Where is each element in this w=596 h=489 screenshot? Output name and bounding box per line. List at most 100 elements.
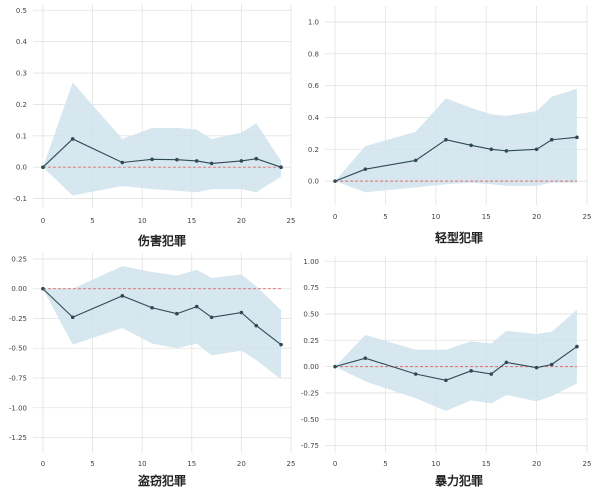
confidence-band — [42, 266, 282, 380]
data-point — [444, 137, 448, 142]
confidence-band — [335, 309, 577, 411]
data-point — [239, 159, 244, 163]
x-tick-label: 20 — [532, 213, 541, 221]
data-point — [194, 159, 199, 163]
x-tick-label: 20 — [237, 460, 246, 468]
y-tick-label: 0.4 — [308, 114, 320, 122]
data-point — [150, 157, 154, 162]
y-tick-label: 0.3 — [16, 70, 27, 78]
data-point — [175, 157, 179, 162]
y-tick-label: -0.25 — [301, 389, 319, 397]
x-tick-label: 5 — [90, 460, 94, 468]
x-tick-label: 0 — [333, 460, 337, 468]
data-point — [333, 179, 337, 183]
data-point — [150, 305, 154, 310]
x-tick-label: 10 — [431, 213, 440, 221]
y-tick-label: 1.00 — [303, 258, 319, 266]
x-tick-label: 25 — [287, 217, 296, 225]
confidence-band — [42, 82, 282, 196]
x-tick-label: 5 — [383, 213, 387, 221]
x-tick-label: 25 — [583, 213, 592, 221]
data-point — [194, 304, 199, 309]
data-point — [41, 165, 45, 169]
data-point — [549, 362, 554, 367]
x-tick-label: 0 — [333, 213, 337, 221]
y-tick-label: 0.75 — [303, 284, 319, 292]
y-tick-label: -0.50 — [9, 345, 27, 353]
data-point — [120, 294, 125, 298]
panel-top-left: 伤害犯罪 0 5 10 15 20 25 -0.1 0.0 0.1 0.2 0.3 0.4 0.5 — [13, 4, 295, 248]
y-tick-label: 0.6 — [308, 82, 320, 90]
y-tick-label: 0.50 — [303, 310, 319, 318]
data-point — [70, 137, 75, 141]
x-tick-label: 10 — [138, 460, 147, 468]
panel-top-right: 轻型犯罪 0 5 10 15 20 25 0.0 0.2 0.4 0.6 0.8 1.0 — [308, 6, 592, 245]
data-point — [279, 165, 283, 169]
data-point — [575, 135, 579, 140]
y-tick-label: -0.50 — [301, 416, 319, 424]
y-tick-label: 0.25 — [11, 255, 27, 263]
panel-bottom-right: 暴力犯罪 0 5 10 15 20 25 -0.75 -0.50 -0.25 0.00 0.25 0.… — [301, 256, 592, 488]
panel-title: 暴力犯罪 — [434, 473, 483, 488]
y-tick-label: -0.1 — [13, 195, 27, 203]
x-tick-label: 15 — [187, 217, 196, 225]
data-point — [489, 372, 494, 376]
y-tick-label: 0.00 — [11, 285, 27, 293]
series-line — [42, 288, 282, 346]
x-tick-label: 0 — [41, 217, 45, 225]
x-tick-label: 25 — [583, 460, 592, 468]
y-tick-label: 0.0 — [16, 164, 27, 172]
data-point — [469, 369, 473, 373]
x-tick-label: 15 — [482, 213, 491, 221]
data-point — [575, 344, 579, 349]
data-point — [254, 156, 259, 161]
data-point — [70, 315, 75, 320]
x-tick-label: 20 — [532, 460, 541, 468]
data-point — [363, 356, 368, 360]
x-tick-label: 10 — [431, 460, 440, 468]
series-line — [334, 136, 577, 182]
y-tick-label: 0.0 — [308, 178, 319, 186]
x-tick-label: 0 — [41, 460, 45, 468]
x-tick-label: 5 — [383, 460, 387, 468]
data-point — [209, 315, 214, 320]
y-tick-label: 0.00 — [303, 363, 319, 371]
data-point — [413, 372, 418, 376]
panel-title: 盗窃犯罪 — [138, 473, 186, 488]
y-tick-label: 0.25 — [303, 337, 319, 345]
data-point — [239, 310, 244, 315]
y-tick-label: 1.0 — [308, 18, 319, 26]
series-line — [42, 138, 282, 168]
panel-title: 伤害犯罪 — [137, 233, 186, 248]
x-tick-label: 15 — [482, 460, 491, 468]
y-tick-label: -0.25 — [9, 315, 27, 323]
y-tick-label: -0.75 — [9, 375, 27, 383]
data-point — [549, 137, 554, 142]
data-point — [504, 149, 509, 153]
data-point — [489, 147, 494, 152]
data-point — [41, 286, 45, 291]
y-tick-label: 0.4 — [16, 38, 28, 46]
series-line — [334, 346, 578, 381]
data-point — [444, 378, 448, 383]
x-tick-label: 5 — [90, 217, 94, 225]
y-tick-label: 0.5 — [16, 7, 27, 15]
data-point — [363, 167, 368, 171]
data-point — [413, 158, 418, 163]
y-tick-label: -1.25 — [9, 434, 27, 442]
y-tick-label: 0.2 — [308, 146, 319, 154]
y-tick-label: 0.2 — [16, 101, 27, 109]
data-point — [209, 161, 214, 166]
x-tick-label: 25 — [287, 460, 296, 468]
data-point — [279, 342, 283, 347]
x-tick-label: 10 — [138, 217, 147, 225]
data-point — [534, 147, 539, 152]
x-tick-label: 20 — [237, 217, 246, 225]
data-point — [333, 364, 337, 369]
confidence-band — [335, 88, 577, 193]
data-point — [175, 311, 179, 316]
y-tick-label: -1.00 — [9, 404, 27, 412]
y-tick-label: 0.1 — [16, 132, 27, 140]
y-tick-label: 0.8 — [308, 50, 319, 58]
